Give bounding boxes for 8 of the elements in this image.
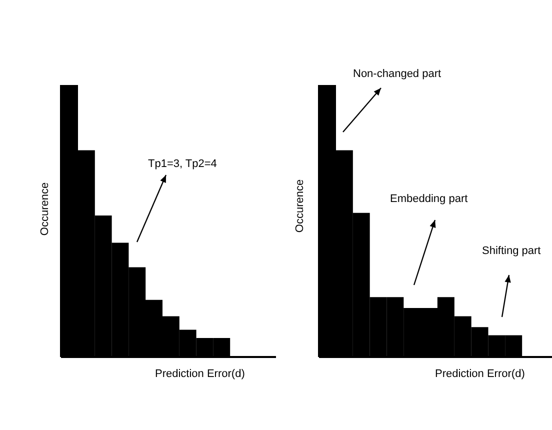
annotation: Embedding part	[390, 193, 468, 205]
annotation: Tp1=3, Tp2=4	[148, 158, 217, 170]
y-axis-title: Occurence	[39, 181, 51, 238]
y-axis-title: Occurence	[294, 178, 306, 235]
x-axis-title: Prediction Error(d)	[435, 368, 525, 380]
text: Non-changed part	[353, 68, 442, 80]
annotation: Shifting part	[482, 245, 541, 257]
x-axis-title: Prediction Error(d)	[155, 368, 245, 380]
